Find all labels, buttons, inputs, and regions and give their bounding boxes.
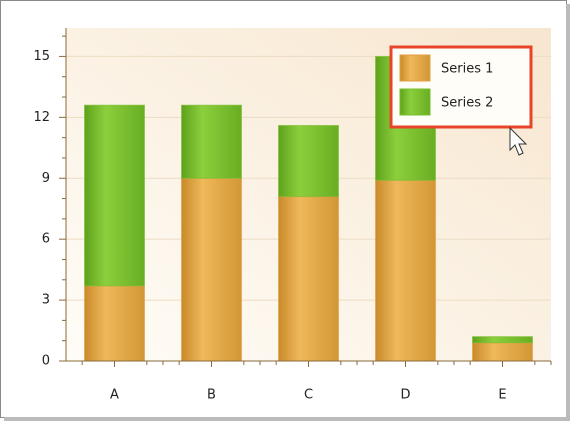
x-tick-label: E [498, 388, 506, 403]
bar [375, 179, 436, 362]
y-tick-label: 0 [42, 354, 50, 369]
bar [472, 336, 533, 344]
x-tick-label: D [400, 388, 410, 403]
bar [84, 285, 145, 362]
shadow [566, 4, 570, 421]
shadow [4, 417, 570, 421]
x-tick-label: B [207, 388, 216, 403]
bar [181, 104, 242, 179]
legend-label: Series 1 [441, 62, 493, 77]
x-tick-label: C [304, 388, 313, 403]
bar [278, 196, 339, 362]
legend-label: Series 2 [441, 96, 493, 111]
bar [181, 177, 242, 362]
bar [278, 124, 339, 198]
y-tick-label: 12 [33, 110, 50, 125]
y-tick-label: 9 [42, 171, 50, 186]
cursor [509, 126, 528, 156]
x-tick-label: A [110, 388, 119, 403]
y-tick-label: 15 [33, 49, 50, 64]
y-tick-label: 6 [42, 232, 50, 247]
legend-swatch [399, 54, 431, 82]
legend-swatch [399, 88, 431, 116]
bar [472, 342, 533, 362]
bar [84, 104, 145, 287]
y-tick-label: 3 [42, 293, 50, 308]
